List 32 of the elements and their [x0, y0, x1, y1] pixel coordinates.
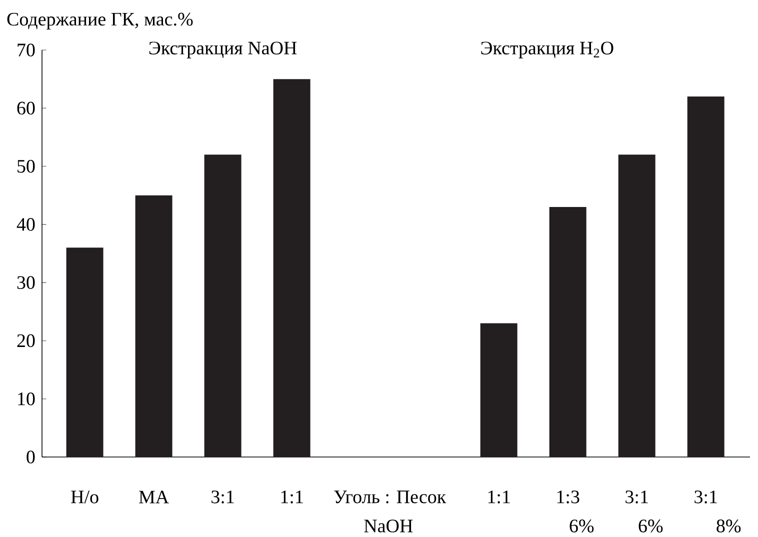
- y-axis-title: Содержание ГК, мас.%: [7, 12, 193, 30]
- bar: [480, 323, 518, 457]
- text: 6%: [570, 520, 594, 532]
- x-tick-label: 3:1: [626, 490, 648, 504]
- x-tick-label: 1:3: [557, 490, 580, 504]
- annotation: Экстракция NaOH: [149, 42, 297, 58]
- y-tick-label: 0: [26, 450, 35, 464]
- x-tick-label: МА: [139, 490, 169, 504]
- annotation: Экстракция H$_{2}$O: [481, 42, 614, 58]
- bar: [549, 206, 586, 457]
- y-tick-label: 20: [17, 334, 35, 348]
- y-tick-label: 60: [17, 102, 35, 115]
- y-tick-label: 70: [18, 44, 35, 56]
- text: Уголь : Песок: [334, 490, 446, 504]
- y-tick-label: 30: [17, 276, 35, 289]
- bar: [618, 154, 656, 457]
- bar: [273, 79, 310, 457]
- y-tick-label: 40: [16, 218, 35, 231]
- x-tick-label: 1:1: [488, 490, 510, 504]
- text: 6%: [638, 520, 663, 532]
- x-tick-label: 1:1: [281, 490, 303, 504]
- bar: [687, 96, 724, 457]
- y-tick-label: 50: [18, 160, 35, 173]
- x-tick-label: Н/о: [71, 490, 98, 504]
- bar: [135, 195, 172, 457]
- x-tick-label: 3:1: [212, 490, 234, 504]
- bar: [204, 154, 242, 457]
- text: 8%: [716, 520, 741, 532]
- bar: [66, 248, 104, 457]
- x-tick-label: 3:1: [694, 490, 717, 504]
- text: NaOH: [364, 520, 413, 532]
- y-tick-label: 10: [18, 392, 35, 406]
